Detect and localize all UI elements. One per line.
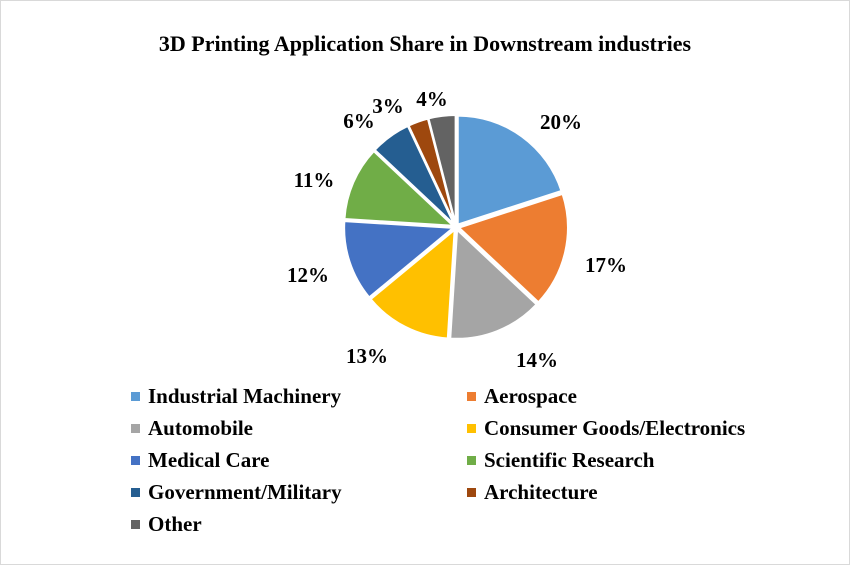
legend-label: Industrial Machinery bbox=[148, 383, 342, 408]
legend-item: Industrial Machinery bbox=[131, 380, 467, 412]
data-label: 6% bbox=[343, 109, 375, 133]
legend-label: Medical Care bbox=[148, 447, 270, 472]
pie-slice-medical-care bbox=[343, 220, 456, 299]
pie-slice-scientific-research bbox=[343, 149, 456, 227]
legend-label: Architecture bbox=[484, 479, 598, 504]
legend-label: Government/Military bbox=[148, 479, 342, 504]
pie-slice-aerospace bbox=[457, 192, 569, 304]
pie-slice-other bbox=[427, 114, 457, 225]
legend-swatch bbox=[131, 519, 140, 529]
data-label: 11% bbox=[294, 168, 335, 192]
legend-item: Automobile bbox=[131, 412, 467, 444]
legend-item: Architecture bbox=[467, 476, 803, 508]
legend-label: Aerospace bbox=[484, 383, 577, 408]
legend-item: Consumer Goods/Electronics bbox=[467, 412, 803, 444]
pie-slice-industrial-machinery bbox=[456, 114, 563, 226]
legend-swatch bbox=[467, 487, 476, 497]
legend-item: Medical Care bbox=[131, 444, 467, 476]
data-label: 17% bbox=[585, 253, 627, 277]
legend-swatch bbox=[467, 455, 476, 465]
chart-legend: Industrial Machinery Aerospace Automobile C… bbox=[131, 380, 831, 540]
legend-label: Consumer Goods/Electronics bbox=[484, 415, 746, 440]
data-label: 4% bbox=[416, 87, 448, 111]
legend-label: Automobile bbox=[148, 415, 253, 440]
legend-swatch bbox=[467, 423, 476, 433]
legend-swatch bbox=[131, 487, 140, 497]
data-label: 14% bbox=[516, 348, 558, 372]
legend-item: Aerospace bbox=[467, 380, 803, 412]
pie-slice-consumer-goods-electronics bbox=[369, 227, 456, 340]
data-label: 3% bbox=[372, 94, 404, 118]
pie-slice-automobile bbox=[449, 227, 538, 340]
legend-label: Scientific Research bbox=[484, 447, 655, 472]
legend-swatch bbox=[131, 391, 140, 401]
data-label: 13% bbox=[346, 344, 388, 368]
legend-item: Government/Military bbox=[131, 476, 467, 508]
legend-item: Other bbox=[131, 508, 467, 540]
legend-label: Other bbox=[148, 511, 202, 536]
chart-title: 3D Printing Application Share in Downstr… bbox=[158, 31, 692, 56]
legend-swatch bbox=[131, 455, 140, 465]
data-label: 20% bbox=[540, 110, 582, 134]
legend-item: Scientific Research bbox=[467, 444, 803, 476]
data-label: 12% bbox=[287, 263, 329, 287]
legend-swatch bbox=[467, 391, 476, 401]
legend-swatch bbox=[131, 423, 140, 433]
